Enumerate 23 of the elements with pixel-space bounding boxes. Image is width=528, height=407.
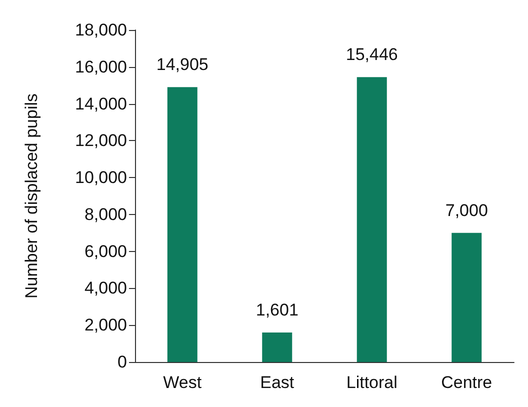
y-tick-label: 4,000 — [84, 278, 127, 298]
data-label: 7,000 — [445, 200, 488, 220]
x-tick-label: West — [163, 373, 202, 392]
y-tick-label: 10,000 — [75, 168, 127, 188]
bar — [262, 332, 292, 362]
data-label: 1,601 — [256, 300, 298, 320]
x-tick-label: East — [260, 373, 294, 392]
bar — [452, 232, 482, 362]
y-tick-label: 6,000 — [84, 242, 127, 261]
y-tick-label: 18,000 — [75, 20, 127, 40]
y-tick-label: 14,000 — [75, 94, 127, 114]
bar — [167, 87, 198, 362]
y-tick-label: 8,000 — [84, 204, 127, 224]
x-tick-label: Littoral — [346, 373, 398, 392]
y-tick-label: 12,000 — [75, 131, 127, 150]
x-tick-label: Centre — [441, 373, 492, 392]
y-tick-label: 2,000 — [84, 316, 127, 335]
data-label: 15,446 — [346, 45, 398, 64]
data-label: 14,905 — [156, 55, 208, 74]
y-tick-label: 16,000 — [75, 57, 127, 76]
bar — [356, 77, 387, 362]
y-axis-title: Number of displaced pupils — [22, 93, 41, 299]
y-tick-label: 0 — [118, 352, 127, 372]
